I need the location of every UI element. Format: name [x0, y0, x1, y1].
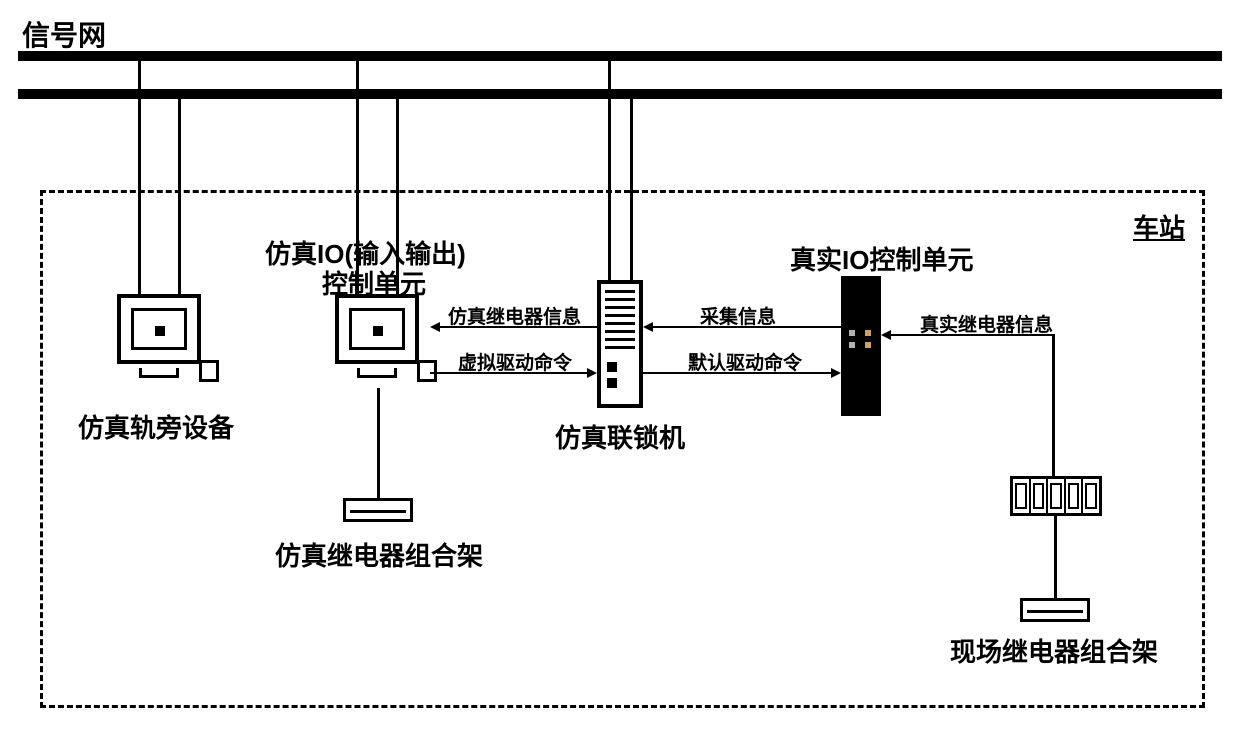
- arrow-virtual-drive-text: 虚拟驱动命令: [458, 348, 572, 375]
- sim-relay-rack-label: 仿真继电器组合架: [275, 536, 483, 573]
- interlock-server-icon: [597, 280, 643, 408]
- arrow-real-relay-info-text: 真实继电器信息: [920, 310, 1053, 337]
- line-to-relay-module: [1052, 334, 1055, 476]
- arrow-virtual-drive-head: [587, 368, 597, 378]
- line-to-field-rack: [1054, 516, 1057, 598]
- arrow-default-drive-text: 默认驱动命令: [688, 348, 802, 375]
- station-label: 车站: [1133, 208, 1185, 245]
- drop-interlock-a: [608, 61, 611, 280]
- drop-interlock-b: [630, 99, 633, 280]
- line-simio-to-relay: [377, 388, 380, 498]
- relay-module-icon: [1010, 476, 1102, 516]
- arrow-collect-info-head: [643, 322, 653, 332]
- real-io-cabinet-icon: [841, 276, 881, 416]
- field-relay-rack-icon: [1020, 598, 1090, 622]
- signal-bar-top: [18, 51, 1222, 61]
- drop-trackside-a: [138, 61, 141, 294]
- drop-trackside-b: [178, 99, 181, 294]
- signal-network-label: 信号网: [22, 14, 106, 54]
- arrow-sim-relay-info-text: 仿真继电器信息: [448, 302, 581, 329]
- arrow-default-drive-head: [831, 368, 841, 378]
- sim-trackside-label: 仿真轨旁设备: [78, 408, 234, 445]
- sim-relay-rack-icon: [343, 498, 413, 522]
- sim-trackside-icon: [117, 294, 201, 378]
- arrow-sim-relay-info-head: [430, 322, 440, 332]
- signal-bar-bottom: [18, 89, 1222, 99]
- interlock-label: 仿真联锁机: [555, 418, 685, 455]
- sim-io-icon: [335, 294, 419, 378]
- arrow-collect-info-text: 采集信息: [700, 302, 776, 329]
- arrow-real-relay-info-head: [881, 330, 891, 340]
- field-relay-rack-label: 现场继电器组合架: [950, 632, 1158, 669]
- real-io-label: 真实IO控制单元: [790, 240, 973, 277]
